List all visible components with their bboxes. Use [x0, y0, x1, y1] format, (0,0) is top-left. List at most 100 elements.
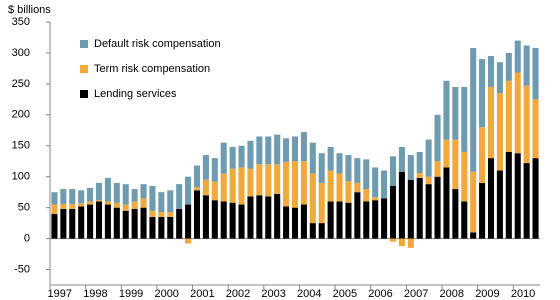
- bar-segment: [514, 72, 521, 154]
- bar-segment: [193, 187, 201, 191]
- bar-segment: [398, 147, 405, 172]
- bar-segment: [479, 59, 486, 128]
- bar-segment: [104, 204, 111, 239]
- bar-segment: [113, 202, 120, 208]
- bar-segment: [283, 206, 290, 239]
- bar-segment: [470, 232, 477, 239]
- bar-segment: [523, 85, 530, 164]
- y-tick-label: 0: [24, 232, 30, 244]
- bar-segment: [238, 145, 245, 168]
- bar-segment: [398, 171, 405, 239]
- bar-segment: [229, 147, 236, 169]
- bar-segment: [122, 204, 129, 211]
- bar-segment: [220, 142, 227, 174]
- legend-swatch: [80, 65, 88, 73]
- bar-segment: [425, 176, 432, 185]
- bar-segment: [372, 197, 379, 201]
- bar-segment: [78, 206, 85, 239]
- bar-segment: [193, 165, 201, 188]
- bar-segment: [87, 201, 94, 205]
- bar-segment: [238, 204, 245, 239]
- bar-segment: [140, 198, 147, 208]
- x-tick-label: 2003: [261, 288, 285, 300]
- bar-segment: [229, 202, 236, 239]
- bar-segment: [274, 164, 281, 195]
- bar-segment: [220, 173, 227, 202]
- x-tick-label: 2010: [511, 288, 535, 300]
- bar-segment: [514, 153, 521, 239]
- x-tick-label: 2006: [368, 288, 392, 300]
- bar-segment: [247, 140, 254, 169]
- bar-segment: [131, 208, 138, 239]
- bar-segment: [158, 192, 165, 212]
- bar-segment: [60, 189, 67, 204]
- bar-segment: [211, 200, 218, 239]
- bar-segment: [505, 52, 512, 81]
- bar-segment: [363, 159, 370, 190]
- bar-segment: [211, 158, 218, 182]
- bar-segment: [309, 142, 316, 174]
- bar-segment: [140, 184, 147, 199]
- bar-segment: [318, 223, 325, 239]
- bar-segment: [193, 190, 201, 239]
- bar-segment: [202, 155, 209, 180]
- bar-segment: [202, 179, 209, 196]
- bar-segment: [407, 238, 414, 248]
- bar-segment: [247, 196, 254, 239]
- x-tick-label: 2007: [404, 288, 428, 300]
- bar-segment: [60, 203, 67, 209]
- bar-segment: [532, 158, 539, 239]
- bar-segment: [291, 136, 299, 162]
- legend-label: Lending services: [94, 88, 177, 100]
- bar-segment: [51, 192, 58, 205]
- bar-segment: [291, 161, 299, 208]
- bar-segment: [523, 163, 530, 239]
- bar-segment: [122, 210, 129, 239]
- bar-segment: [149, 185, 156, 211]
- bar-segment: [265, 196, 272, 239]
- bar-segment: [104, 201, 111, 205]
- bar-segment: [140, 207, 147, 239]
- bar-segment: [78, 203, 85, 207]
- bar-segment: [443, 167, 450, 239]
- bar-segment: [461, 151, 468, 202]
- bar-segment: [291, 207, 299, 239]
- bar-segment: [265, 136, 272, 165]
- x-tick-label: 2001: [190, 288, 214, 300]
- bar-segment: [149, 210, 156, 217]
- y-tick-label: 300: [12, 47, 30, 59]
- bar-segment: [185, 238, 192, 244]
- bar-segment: [345, 155, 352, 182]
- y-tick-label: 350: [12, 16, 30, 28]
- y-tick-label: 50: [18, 202, 30, 214]
- bar-segment: [247, 168, 254, 197]
- x-tick-label: 1999: [119, 288, 143, 300]
- bar-segment: [470, 47, 477, 172]
- bar-segment: [452, 86, 459, 140]
- bar-segment: [69, 189, 76, 204]
- bar-segment: [318, 182, 325, 224]
- bar-segment: [407, 179, 414, 239]
- bar-segment: [87, 204, 94, 239]
- bar-segment: [131, 189, 138, 202]
- bar-segment: [372, 167, 379, 198]
- bar-segment: [283, 161, 290, 207]
- bar-segment: [381, 170, 388, 199]
- bar-segment: [425, 139, 432, 177]
- bar-segment: [532, 47, 539, 100]
- bar-segment: [300, 161, 307, 205]
- bar-segment: [51, 213, 58, 239]
- bar-segment: [274, 134, 281, 165]
- bar-segment: [69, 203, 76, 209]
- bar-segment: [496, 62, 503, 94]
- x-tick-label: 2002: [226, 288, 250, 300]
- bar-segment: [434, 161, 441, 177]
- y-tick-label: -50: [14, 263, 30, 275]
- bar-segment: [238, 167, 245, 205]
- bar-segment: [505, 151, 512, 239]
- bar-segment: [434, 176, 441, 239]
- legend-swatch: [80, 90, 88, 98]
- bar-segment: [389, 238, 397, 242]
- bar-segment: [104, 177, 111, 202]
